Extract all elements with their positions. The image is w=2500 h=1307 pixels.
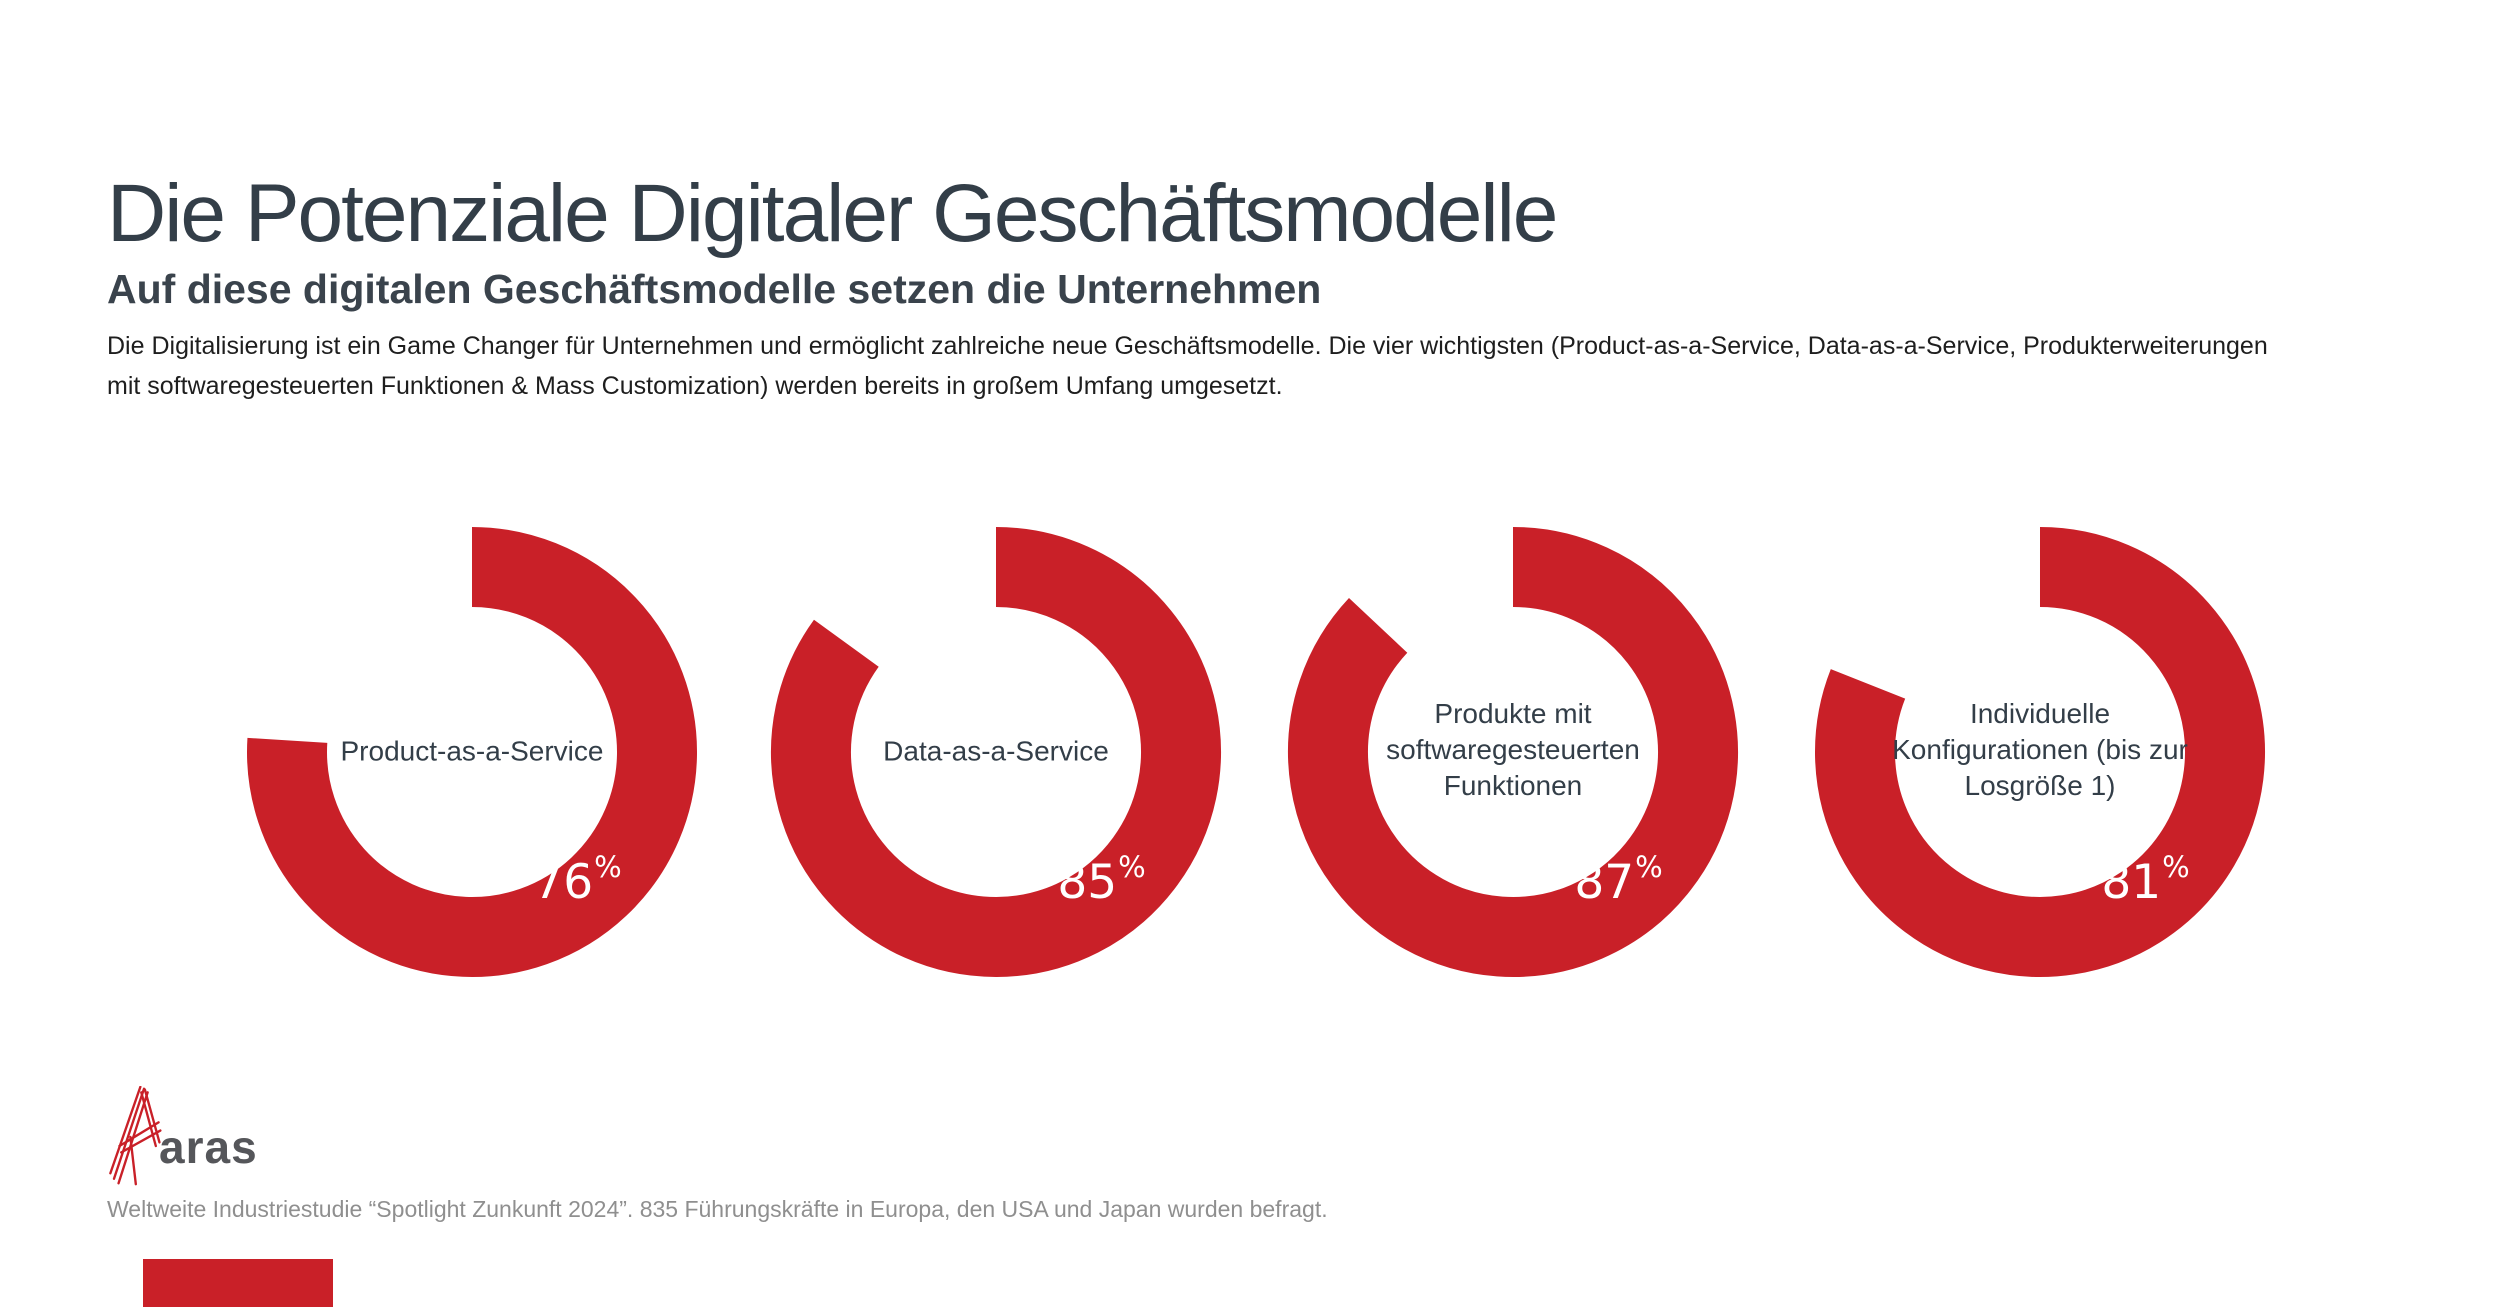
donut-chart-data-as-a-service: Data-as-a-Service 85% [766, 522, 1226, 982]
aras-logo-text: aras [159, 1121, 258, 1173]
donut-value: 81% [2101, 850, 2189, 910]
donut-value-number: 76 [533, 854, 594, 910]
donut-chart-product-as-a-service: Product-as-a-Service 76% [242, 522, 702, 982]
intro-paragraph: Die Digitalisierung ist ein Game Changer… [107, 326, 2268, 406]
percent-sign: % [2162, 850, 2190, 885]
red-accent-bar [143, 1259, 333, 1307]
percent-sign: % [1118, 850, 1146, 885]
page-subtitle: Auf diese digitalen Geschäftsmodelle set… [107, 266, 1322, 313]
donut-ring-svg [1815, 527, 2265, 977]
donut-label: Data-as-a-Service [883, 735, 1109, 767]
donut-arc [1815, 527, 2265, 977]
source-note: Weltweite Industriestudie “Spotlight Zun… [107, 1196, 1328, 1222]
donut-ring-svg [247, 527, 697, 977]
donut-label: Individuelle Konfigurationen (bis zur Lo… [1892, 697, 2188, 801]
percent-sign: % [594, 850, 622, 885]
percent-sign: % [1635, 850, 1663, 885]
donut-ring-svg [1288, 527, 1738, 977]
aras-logo-mark-icon [109, 1086, 162, 1186]
donut-value-number: 81 [2101, 854, 2162, 910]
donut-chart-softwaregesteuerte-funktionen: Produkte mit softwaregesteuerten Funktio… [1283, 522, 1743, 982]
donut-label: Produkte mit softwaregesteuerten Funktio… [1386, 697, 1640, 801]
donut-value: 87% [1574, 850, 1662, 910]
intro-paragraph-line-1: Die Digitalisierung ist ein Game Changer… [107, 332, 2268, 360]
donut-value-number: 87 [1574, 854, 1635, 910]
page-title: Die Potenziale Digitaler Geschäftsmodell… [107, 167, 1558, 259]
donut-ring-svg [771, 527, 1221, 977]
intro-paragraph-line-2: mit softwaregesteuerten Funktionen & Mas… [107, 372, 1283, 400]
donut-value: 85% [1057, 850, 1145, 910]
donut-arc [771, 527, 1221, 977]
donut-arc [1288, 527, 1738, 977]
donut-value: 76% [533, 850, 621, 910]
donut-value-number: 85 [1057, 854, 1118, 910]
donut-arc [247, 527, 697, 977]
aras-logo: aras [103, 1086, 363, 1186]
donut-label: Product-as-a-Service [340, 735, 604, 767]
donut-chart-individuelle-konfigurationen: Individuelle Konfigurationen (bis zur Lo… [1810, 522, 2270, 982]
